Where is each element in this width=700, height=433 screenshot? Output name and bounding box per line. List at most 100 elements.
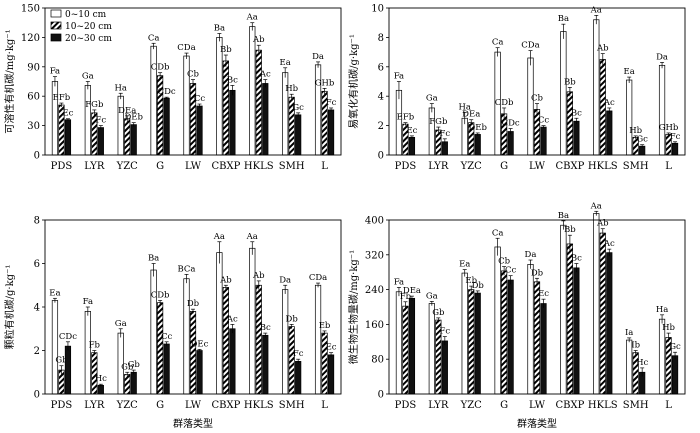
bar	[249, 26, 256, 156]
significance-label: Fc	[670, 132, 681, 142]
significance-label: Cb	[187, 70, 200, 80]
significance-label: Cc	[505, 266, 517, 276]
y-tick-label: 120	[21, 33, 40, 44]
y-tick-label: 80	[371, 355, 384, 366]
bar	[540, 126, 547, 156]
y-tick-label: 6	[34, 259, 40, 270]
category-label: HKLS	[588, 161, 618, 172]
category-label: LW	[185, 161, 202, 172]
bar	[64, 345, 72, 395]
y-axis-label: 颗粒有机碳/g·kg⁻¹	[3, 265, 16, 350]
y-tick-label: 0	[378, 151, 384, 162]
bar	[494, 246, 501, 395]
category-label: HKLS	[244, 161, 274, 172]
significance-label: Ab	[596, 219, 609, 229]
legend-swatch	[50, 9, 62, 18]
significance-label: Aa	[246, 232, 258, 242]
y-axis-label: 可溶性有机碳/mg·kg⁻¹	[3, 29, 16, 133]
significance-label: Hb	[285, 84, 298, 94]
significance-label: CDc	[59, 332, 77, 342]
significance-label: Da	[312, 52, 324, 62]
significance-label: Bc	[571, 108, 582, 118]
bar	[658, 64, 666, 156]
significance-label: Db	[187, 299, 200, 309]
significance-label: DEa	[403, 286, 421, 296]
bar	[157, 302, 164, 395]
significance-label: Fa	[50, 67, 60, 77]
bar	[216, 252, 223, 395]
y-tick-label: 0	[34, 151, 40, 162]
y-axis-label: 易氧化有机碳/g·kg⁻¹	[347, 34, 360, 129]
bar	[461, 272, 468, 395]
bar	[295, 114, 302, 156]
bar	[606, 252, 613, 395]
significance-label: Ca	[148, 33, 160, 43]
significance-label: Cc	[194, 94, 206, 104]
category-label: YZC	[116, 161, 139, 172]
bar	[97, 127, 104, 156]
bar	[507, 131, 514, 156]
significance-label: Ea	[624, 67, 635, 77]
category-label: LYR	[428, 400, 449, 411]
significance-label: Fc	[326, 98, 337, 108]
x-axis-label: 群落类型	[517, 417, 557, 430]
significance-label: Hc	[95, 374, 107, 384]
significance-label: Fc	[439, 327, 450, 337]
bar	[84, 311, 91, 395]
bar	[408, 137, 416, 156]
bar	[130, 371, 137, 395]
significance-label: Ab	[596, 44, 609, 54]
significance-label: Fa	[394, 72, 404, 82]
significance-label: BCa	[178, 264, 196, 274]
bar	[163, 343, 170, 395]
y-tick-label: 150	[21, 4, 40, 15]
bar	[262, 83, 269, 156]
significance-label: Gc	[292, 103, 304, 113]
significance-label: Ab	[252, 271, 265, 281]
bar	[626, 79, 633, 156]
bar	[527, 57, 534, 156]
chart-bottom-left: 0 2 4 6 8 颗粒有机碳/g·kg⁻¹ PDS LYR YZC G LW CBXP HKLS SMH…	[3, 216, 342, 430]
category-label: CBXP	[211, 161, 240, 172]
significance-label: Ca	[492, 228, 504, 238]
y-tick-label: 90	[27, 62, 40, 73]
category-label: L	[665, 161, 672, 172]
category-label: LYR	[84, 400, 105, 411]
category-label: LW	[529, 400, 546, 411]
category-label: LW	[185, 400, 202, 411]
bar	[288, 326, 295, 395]
significance-label: DEa	[118, 106, 136, 116]
y-tick-label: 8	[34, 216, 40, 227]
significance-label: Ec	[406, 126, 417, 136]
significance-label: Bc	[260, 323, 271, 333]
bar	[163, 97, 170, 156]
bar	[282, 289, 289, 395]
bar	[566, 243, 573, 395]
significance-label: Ec	[538, 289, 549, 299]
category-label: LYR	[428, 161, 449, 172]
bar	[671, 355, 679, 395]
significance-label: Ea	[49, 288, 60, 298]
y-tick-label: 0	[378, 390, 384, 401]
bar	[196, 105, 203, 156]
bar	[540, 303, 547, 395]
bar	[189, 311, 197, 395]
significance-label: FGb	[429, 117, 448, 127]
significance-label: Cb	[531, 94, 544, 104]
significance-label: Ea	[280, 58, 291, 68]
significance-label: Cc	[161, 332, 173, 342]
chart-bottom-right: 0 80 160 240 320 400 微生物生物量碳/mg·kg⁻¹ PDS LYR YZC G…	[347, 201, 686, 430]
significance-label: Ha	[656, 305, 668, 315]
bar	[671, 142, 679, 156]
category-label: G	[156, 400, 164, 411]
bar	[255, 49, 262, 156]
significance-label: Hb	[629, 126, 642, 136]
plot-frame	[388, 219, 686, 395]
category-label: CBXP	[555, 400, 584, 411]
significance-label: Ga	[82, 72, 94, 82]
bar	[229, 89, 236, 156]
bar	[527, 264, 534, 395]
category-label: PDS	[51, 400, 73, 411]
significance-label: Ac	[603, 239, 615, 249]
significance-label: Ga	[426, 291, 438, 301]
